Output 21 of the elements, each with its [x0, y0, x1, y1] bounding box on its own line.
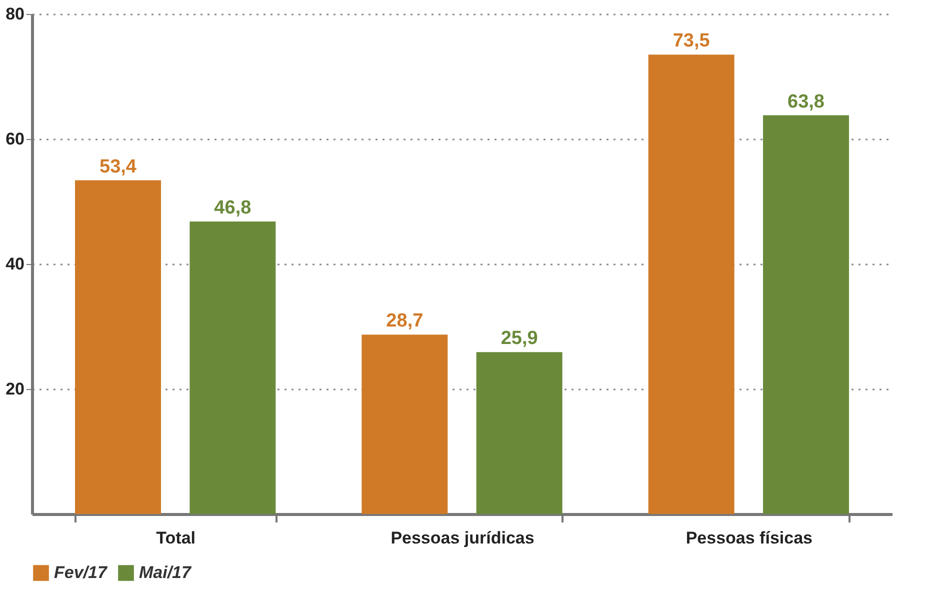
x-tick-label: Total [156, 528, 196, 548]
y-tick-label: 80 [6, 4, 24, 24]
bar [190, 222, 276, 514]
data-label: 46,8 [214, 198, 252, 218]
x-tick-label: Pessoas físicas [686, 528, 812, 548]
legend-label: Mai/17 [139, 563, 193, 582]
y-tick-label: 20 [6, 380, 24, 398]
legend-label: Fev/17 [54, 563, 108, 582]
y-tick-label: 60 [6, 130, 24, 148]
x-tick-label: Pessoas jurídicas [390, 528, 534, 548]
data-label: 25,9 [500, 328, 538, 350]
bar [75, 180, 161, 514]
data-label: 63,8 [788, 91, 824, 112]
bar [362, 334, 448, 514]
bar [763, 115, 849, 514]
bar [648, 54, 734, 514]
data-label: 28,7 [386, 310, 424, 332]
bar [476, 352, 562, 514]
data-label: 53,4 [100, 156, 137, 178]
y-tick-label: 40 [6, 254, 24, 274]
data-label: 73,5 [672, 30, 710, 52]
